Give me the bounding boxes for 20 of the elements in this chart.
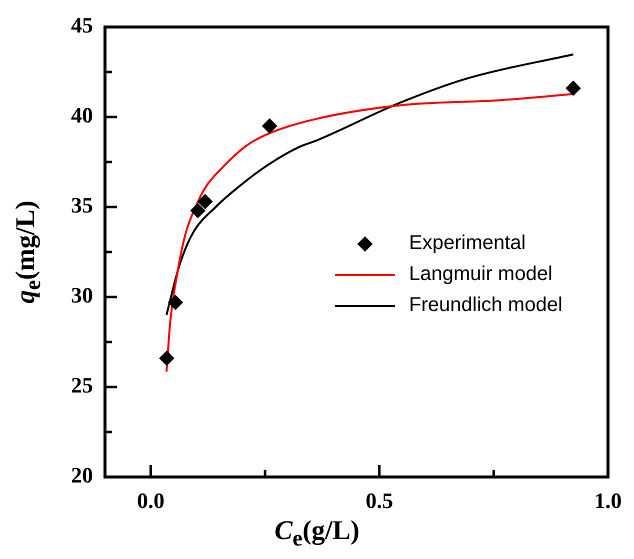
x-tick-label: 0.5 [366, 488, 394, 513]
y-tick-label: 40 [71, 102, 93, 128]
y-tick-label: 20 [71, 462, 93, 488]
y-tick-label: 25 [71, 372, 93, 398]
x-tick-label: 1.0 [594, 488, 622, 513]
y-tick-label: 35 [71, 192, 93, 218]
x-axis-title: C$_{e}$(g/L) [273, 515, 360, 552]
x-tick-label: 0.0 [136, 488, 164, 513]
y-tick-label: 45 [71, 12, 93, 38]
point [190, 203, 206, 218]
point [168, 294, 183, 310]
legend-label: Experimental [409, 232, 526, 255]
legend-label: Freundlich model [409, 294, 562, 317]
point [262, 118, 278, 134]
point [159, 350, 174, 366]
legend-label: Langmuir model [409, 263, 552, 286]
point [566, 80, 581, 96]
y-tick-label: 30 [71, 282, 93, 308]
line-series [166, 53, 574, 316]
point [198, 194, 213, 210]
